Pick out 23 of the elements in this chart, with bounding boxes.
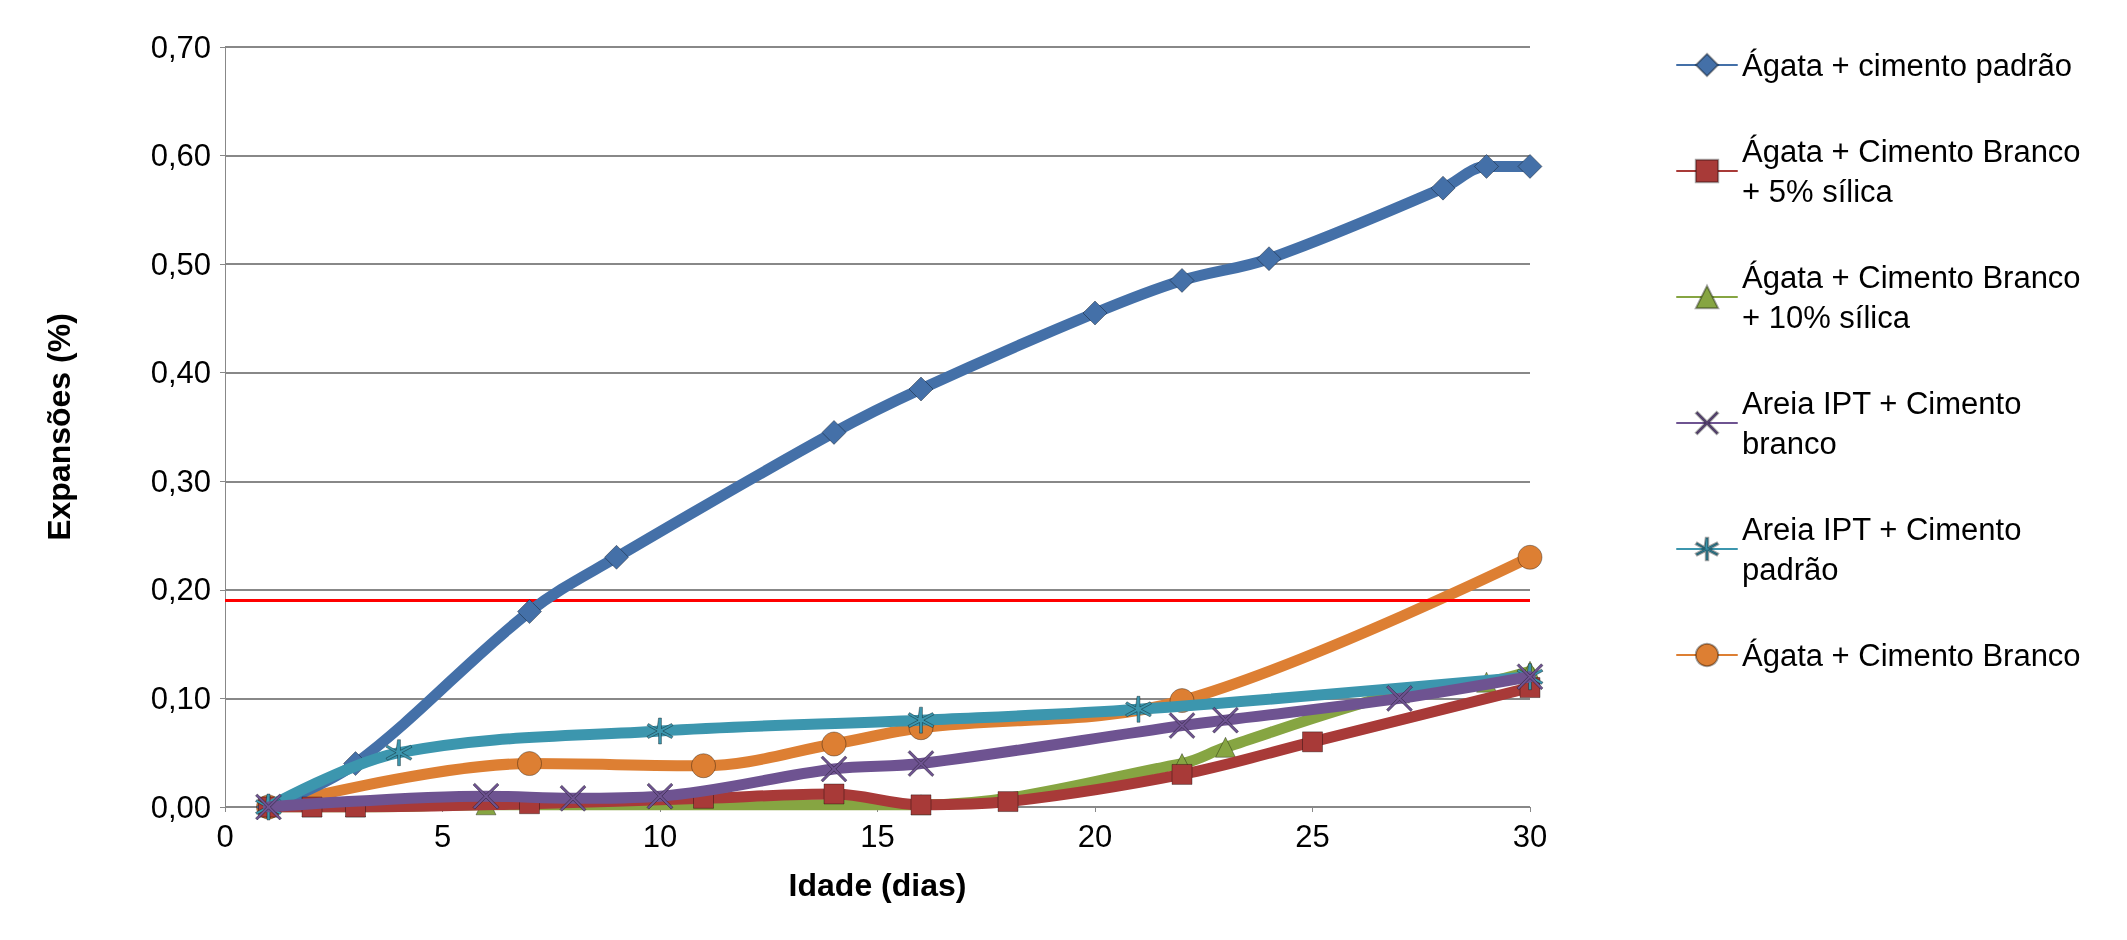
legend-label: Ágata + cimento padrão (1742, 47, 2073, 83)
y-tick-label: 0,00 (150, 789, 211, 825)
y-tick-label: 0,30 (150, 463, 211, 499)
legend-label: Ágata + Cimento Branco + 10% sílica (1742, 259, 2090, 335)
y-tick-label: 0,20 (150, 572, 211, 608)
x-axis-title: Idade (dias) (788, 867, 967, 903)
x-tick-label: 15 (860, 819, 895, 854)
x-tick-label: 30 (1512, 819, 1548, 854)
y-tick-label: 0,60 (150, 138, 211, 174)
y-axis-title: Expansões (%) (41, 313, 77, 541)
y-tick-label: 0,50 (150, 246, 211, 282)
y-tick-label: 0,40 (150, 355, 211, 391)
legend-label: Ágata + Cimento Branco (1742, 637, 2081, 673)
x-tick-label: 0 (216, 819, 234, 854)
x-tick-label: 25 (1295, 819, 1330, 854)
y-tick-label: 0,70 (150, 29, 211, 65)
legend-label: Areia IPT + Cimento branco (1742, 385, 2031, 461)
legend-label: Areia IPT + Cimento padrão (1742, 511, 2031, 587)
x-tick-label: 5 (433, 819, 452, 854)
x-tick-label: 20 (1077, 819, 1113, 854)
x-tick-label: 10 (642, 819, 678, 854)
legend-label: Ágata + Cimento Branco + 5% sílica (1742, 133, 2090, 209)
y-tick-label: 0,10 (150, 680, 211, 716)
